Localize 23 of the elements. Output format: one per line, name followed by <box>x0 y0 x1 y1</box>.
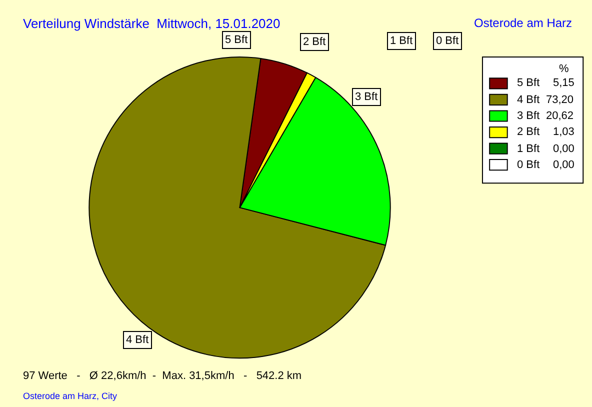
legend-label: 5 Bft <box>517 77 540 89</box>
slice-label: 4 Bft <box>126 334 149 346</box>
legend-label: 0 Bft <box>436 35 459 47</box>
text: 0,00 <box>553 159 574 171</box>
category-label: 0 Bft <box>517 159 540 171</box>
data-label: 73,20 <box>546 94 574 106</box>
chart-subtitle: Osterode am Harz <box>474 16 572 30</box>
slice-label: 2 Bft <box>303 36 326 48</box>
legend-title: % <box>559 63 569 75</box>
legend-label: 4 Bft <box>517 94 540 106</box>
data-label: 1,03 <box>553 126 574 138</box>
slice-label: 3 Bft <box>355 91 378 103</box>
text: 0,00 <box>553 143 574 155</box>
data-label: 5,15 <box>553 77 574 89</box>
text: Osterode am Harz, City <box>23 391 118 401</box>
legend-label: 3 Bft <box>517 110 540 122</box>
chart-title: Verteilung Windstärke Mittwoch, 15.01.2020 <box>23 16 280 31</box>
category-label: 5 Bft <box>225 34 248 46</box>
category-label: 1 Bft <box>390 35 413 47</box>
legend-label: 2 Bft <box>517 126 540 138</box>
legend-label: 1 Bft <box>517 143 540 155</box>
data-label: 20,62 <box>546 110 574 122</box>
text: 97 Werte - Ø 22,6km/h - Max. 31,5km/h - 542.2 km <box>23 370 302 382</box>
